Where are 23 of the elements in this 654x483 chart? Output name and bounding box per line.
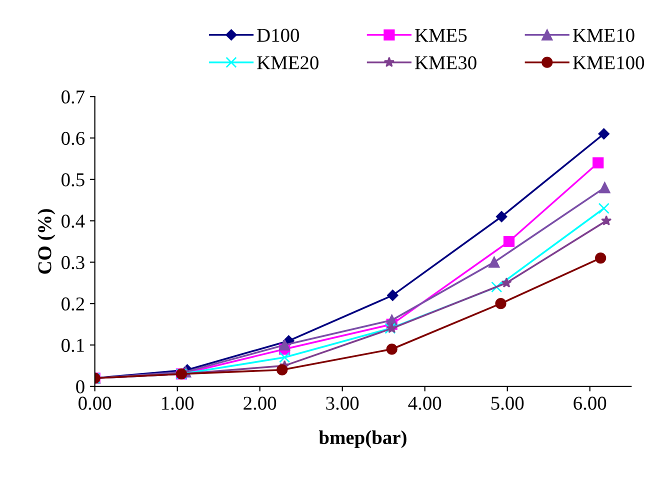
x-tick-label: 5.00 bbox=[491, 396, 524, 410]
y-tick-label: 0.2 bbox=[62, 297, 84, 311]
x-tick-label: 0.00 bbox=[78, 396, 112, 410]
y-tick-label: 0.7 bbox=[62, 90, 85, 104]
x-tick-label: 1.00 bbox=[162, 396, 194, 410]
x-axis-title: bmep(bar) bbox=[318, 430, 406, 448]
legend-label: D100 bbox=[257, 28, 300, 42]
x-tick-label: 3.00 bbox=[326, 396, 359, 410]
legend-label: KME100 bbox=[572, 56, 644, 70]
y-axis-title: CO (%) bbox=[38, 209, 56, 274]
x-tick-label: 6.00 bbox=[574, 396, 606, 410]
legend-label: KME5 bbox=[415, 28, 467, 42]
x-tick-label: 2.00 bbox=[244, 396, 276, 410]
legend-label: KME10 bbox=[572, 28, 634, 42]
legend-label: KME30 bbox=[415, 56, 476, 70]
y-tick-label: 0.6 bbox=[62, 132, 85, 146]
legend-label: KME20 bbox=[257, 56, 318, 70]
y-tick-label: 0.5 bbox=[62, 173, 84, 186]
y-tick-label: 0.3 bbox=[62, 256, 84, 270]
y-tick-label: 0 bbox=[76, 380, 84, 394]
y-tick-label: 0.4 bbox=[62, 214, 85, 228]
x-tick-label: 4.00 bbox=[408, 396, 442, 410]
y-tick-label: 0.1 bbox=[62, 338, 84, 352]
